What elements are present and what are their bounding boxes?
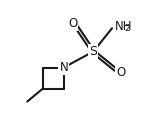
Text: O: O [68, 17, 77, 30]
Text: O: O [116, 66, 126, 79]
Text: S: S [89, 45, 97, 58]
Text: NH: NH [115, 20, 133, 33]
Text: 2: 2 [124, 24, 130, 33]
Text: N: N [59, 61, 68, 74]
